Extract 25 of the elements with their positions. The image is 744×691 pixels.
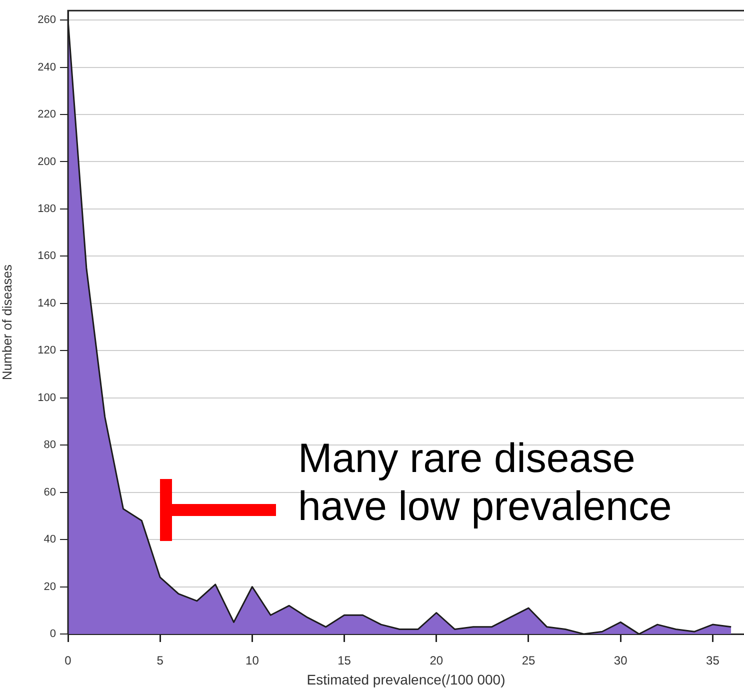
x-tick-label: 35 <box>706 654 720 668</box>
x-axis-title: Estimated prevalence(/100 000) <box>306 671 506 688</box>
x-tick-label: 30 <box>614 654 628 668</box>
x-tick-label: 25 <box>522 654 536 668</box>
annotation: Many rare disease have low prevalence <box>298 434 672 530</box>
y-tick-label: 40 <box>44 534 56 546</box>
x-tick-label: 20 <box>430 654 444 668</box>
y-tick-label: 60 <box>44 486 56 498</box>
x-tick-label: 5 <box>156 654 164 668</box>
y-tick-label: 140 <box>38 297 56 310</box>
y-axis-title: Number of diseases <box>0 264 14 380</box>
x-tick-label: 10 <box>246 654 260 668</box>
x-tick-label: 0 <box>64 654 72 668</box>
y-tick-label: 220 <box>38 108 56 121</box>
y-tick-label: 240 <box>38 61 56 74</box>
y-tick-label: 200 <box>38 156 56 168</box>
x-tick-label: 15 <box>338 654 352 668</box>
y-tick-label: 180 <box>38 202 56 215</box>
y-tick-label: 120 <box>38 344 56 357</box>
y-tick-label: 260 <box>38 14 56 26</box>
y-tick-label: 20 <box>44 580 56 593</box>
y-tick-label: 100 <box>38 392 56 404</box>
y-tick-label: 80 <box>44 439 56 452</box>
y-tick-label: 0 <box>50 628 56 640</box>
y-tick-label: 160 <box>38 250 56 262</box>
